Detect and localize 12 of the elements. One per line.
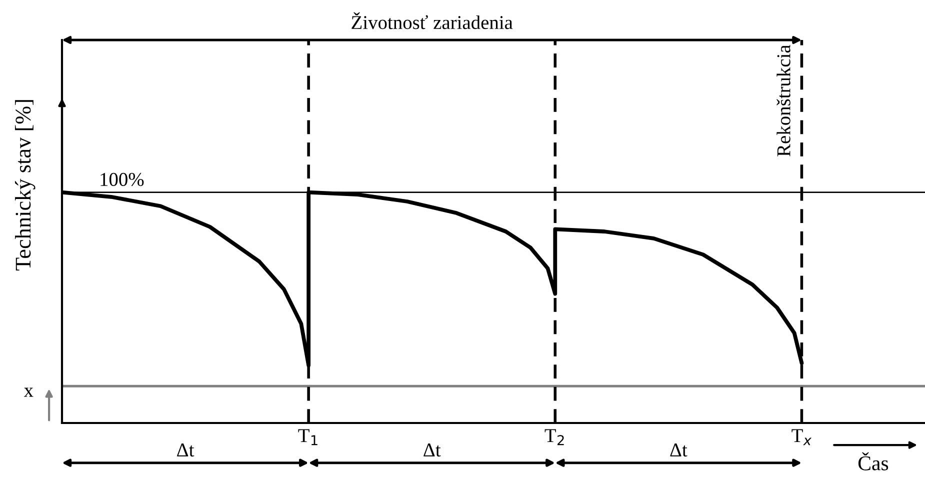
ref-line-label: Rekonštrukcia xyxy=(776,44,790,156)
ref-line-label: x xyxy=(24,388,34,397)
x-tick-label: T$_{x}$ xyxy=(792,429,812,446)
text: Δt xyxy=(670,444,688,457)
x-tick-label: T$_{1}$ xyxy=(298,429,318,446)
text: Δt xyxy=(177,444,194,457)
x-tick-label: T$_{2}$ xyxy=(544,429,564,446)
x-axis-title: Čas xyxy=(858,452,888,470)
ref-line-label: 100% xyxy=(100,172,144,186)
text: Δt xyxy=(424,444,441,457)
text: Životnosť zariadenia xyxy=(352,12,513,30)
y-axis-title: Technický stav [%] xyxy=(15,100,36,270)
